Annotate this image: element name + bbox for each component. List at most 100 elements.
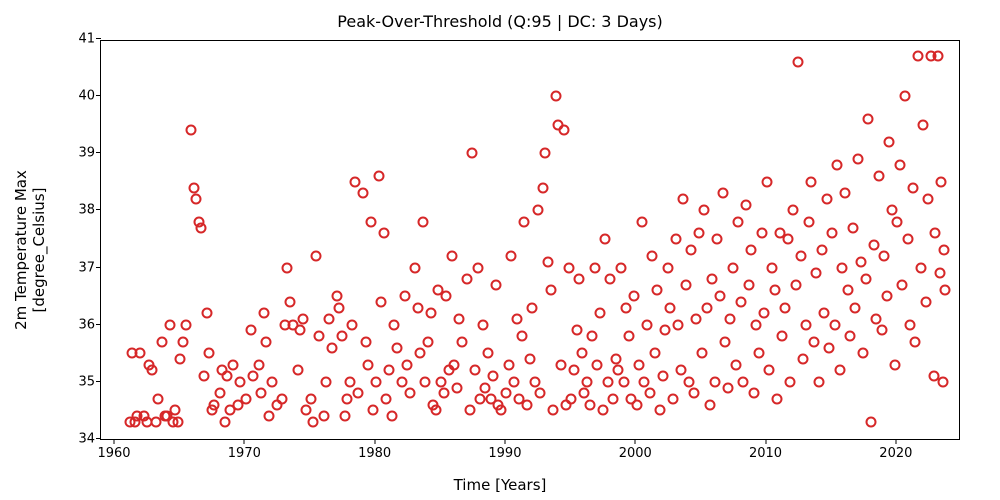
data-point xyxy=(937,376,948,387)
data-point xyxy=(871,314,882,325)
data-point xyxy=(660,325,671,336)
data-point xyxy=(853,154,864,165)
data-point xyxy=(297,314,308,325)
data-point xyxy=(264,411,275,422)
data-point xyxy=(902,234,913,245)
data-point xyxy=(451,382,462,393)
y-tick-label: 35 xyxy=(67,374,95,389)
data-point xyxy=(352,388,363,399)
data-point xyxy=(754,348,765,359)
data-point xyxy=(686,245,697,256)
data-point xyxy=(326,342,337,353)
data-point xyxy=(605,274,616,285)
data-point xyxy=(222,371,233,382)
data-point xyxy=(595,308,606,319)
data-point xyxy=(756,228,767,239)
data-point xyxy=(576,348,587,359)
data-point xyxy=(376,296,387,307)
data-point xyxy=(600,234,611,245)
data-point xyxy=(436,376,447,387)
data-point xyxy=(446,251,457,262)
x-axis-label: Time [Years] xyxy=(0,476,1000,494)
x-tick-mark xyxy=(765,439,766,444)
data-point xyxy=(347,319,358,330)
data-point xyxy=(644,388,655,399)
data-point xyxy=(188,182,199,193)
data-point xyxy=(308,416,319,427)
data-point xyxy=(540,148,551,159)
data-point xyxy=(720,336,731,347)
data-point xyxy=(386,411,397,422)
data-point xyxy=(165,319,176,330)
data-point xyxy=(292,365,303,376)
data-point xyxy=(940,285,951,296)
data-point xyxy=(420,376,431,387)
data-point xyxy=(472,262,483,273)
data-point xyxy=(730,359,741,370)
data-point xyxy=(170,405,181,416)
data-point xyxy=(761,176,772,187)
data-point xyxy=(735,296,746,307)
data-point xyxy=(373,171,384,182)
data-point xyxy=(389,319,400,330)
data-point xyxy=(318,411,329,422)
data-point xyxy=(404,388,415,399)
data-point xyxy=(467,148,478,159)
data-point xyxy=(537,182,548,193)
data-point xyxy=(678,194,689,205)
data-point xyxy=(258,308,269,319)
data-point xyxy=(311,251,322,262)
data-point xyxy=(569,365,580,376)
data-point xyxy=(430,405,441,416)
x-tick-label: 2010 xyxy=(749,446,782,461)
y-tick-mark xyxy=(96,438,101,439)
data-point xyxy=(816,245,827,256)
data-point xyxy=(261,336,272,347)
x-tick-mark xyxy=(374,439,375,444)
data-point xyxy=(631,399,642,410)
data-point xyxy=(860,274,871,285)
data-point xyxy=(456,336,467,347)
data-point xyxy=(696,348,707,359)
data-point xyxy=(381,394,392,405)
data-point xyxy=(829,319,840,330)
data-point xyxy=(803,216,814,227)
data-point xyxy=(717,188,728,199)
data-point xyxy=(621,302,632,313)
y-tick-label: 38 xyxy=(67,203,95,218)
data-point xyxy=(490,279,501,290)
data-point xyxy=(550,91,561,102)
data-point xyxy=(868,239,879,250)
data-point xyxy=(751,319,762,330)
data-point xyxy=(918,119,929,130)
x-tick-label: 2000 xyxy=(619,446,652,461)
data-point xyxy=(529,376,540,387)
data-point xyxy=(929,228,940,239)
data-point xyxy=(936,176,947,187)
data-point xyxy=(410,262,421,273)
data-point xyxy=(602,376,613,387)
data-point xyxy=(641,319,652,330)
data-point xyxy=(399,291,410,302)
data-point xyxy=(295,325,306,336)
data-point xyxy=(357,188,368,199)
data-point xyxy=(850,302,861,313)
data-point xyxy=(701,302,712,313)
data-point xyxy=(180,319,191,330)
data-point xyxy=(571,325,582,336)
data-point xyxy=(240,394,251,405)
data-point xyxy=(483,348,494,359)
y-axis-label: 2m Temperature Max [degree_Celsius] xyxy=(12,170,48,330)
data-point xyxy=(894,159,905,170)
data-point xyxy=(727,262,738,273)
data-point xyxy=(714,291,725,302)
data-point xyxy=(657,371,668,382)
data-point xyxy=(863,114,874,125)
data-point xyxy=(915,262,926,273)
data-point xyxy=(691,314,702,325)
data-point xyxy=(475,394,486,405)
data-point xyxy=(563,262,574,273)
data-point xyxy=(649,348,660,359)
data-point xyxy=(668,394,679,405)
data-point xyxy=(227,359,238,370)
